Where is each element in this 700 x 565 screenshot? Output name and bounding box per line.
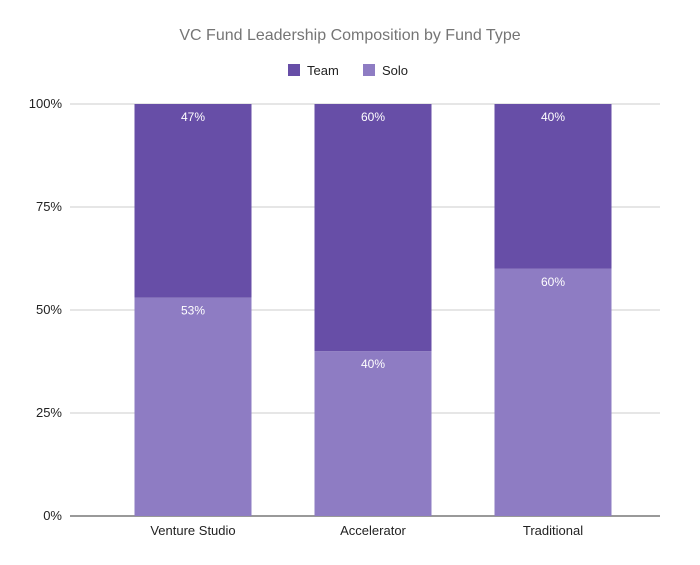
legend-swatch-solo (363, 64, 375, 76)
y-tick-label: 25% (36, 405, 62, 420)
x-category-label: Traditional (523, 523, 583, 538)
legend-label-team[interactable]: Team (307, 63, 339, 78)
data-label: 60% (361, 110, 385, 124)
y-tick-label: 0% (43, 508, 62, 523)
y-tick-label: 50% (36, 302, 62, 317)
legend-label-solo[interactable]: Solo (382, 63, 408, 78)
legend-swatch-team (288, 64, 300, 76)
bar-team-traditional[interactable] (494, 104, 612, 269)
data-label: 47% (181, 110, 205, 124)
bar-solo-traditional[interactable] (494, 268, 612, 516)
bars (134, 104, 612, 516)
x-category-label: Accelerator (340, 523, 406, 538)
y-axis-ticks: 0% 25% 50% 75% 100% (29, 96, 63, 523)
chart-title: VC Fund Leadership Composition by Fund T… (179, 27, 520, 44)
bar-team-accelerator[interactable] (314, 104, 432, 352)
legend: Team Solo (288, 63, 408, 78)
data-label: 60% (541, 275, 565, 289)
bar-team-venture-studio[interactable] (134, 104, 252, 298)
data-label: 40% (541, 110, 565, 124)
x-category-label: Venture Studio (150, 523, 235, 538)
data-label: 53% (181, 304, 205, 318)
y-tick-label: 100% (29, 96, 63, 111)
bar-solo-accelerator[interactable] (314, 351, 432, 516)
y-tick-label: 75% (36, 199, 62, 214)
data-label: 40% (361, 357, 385, 371)
x-axis-categories: Venture Studio Accelerator Traditional (150, 523, 583, 538)
bar-solo-venture-studio[interactable] (134, 297, 252, 516)
data-labels: 53% 47% 40% 60% 60% 40% (181, 110, 565, 371)
